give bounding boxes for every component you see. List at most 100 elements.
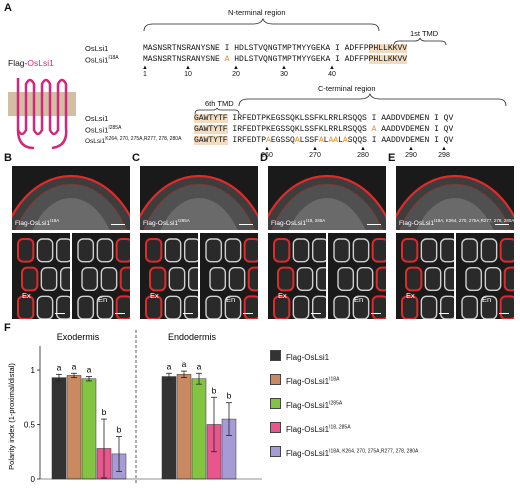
y-tick-label: 0.5 xyxy=(24,421,36,430)
root-cross-section-image: Flag-OsLsi1I18A, K264, 270, 275A,R277, 2… xyxy=(396,166,514,230)
exodermis-image: Ex xyxy=(140,233,198,319)
n-row-2-sequence: MASNSRTNSRANYSNE A HDLSTVQNGTMPTMYYGEKA … xyxy=(143,55,408,64)
c-terminal-brace xyxy=(238,93,507,107)
c-row-3-name: OsLsi1K264, 270, 275A,R277, 278, 280A xyxy=(85,136,182,146)
significance-letter: b xyxy=(102,407,107,417)
group-label: Exodermis xyxy=(57,332,100,342)
n-row-2-name: OsLsi1I18A xyxy=(85,55,119,65)
n-tick-1: ▲ 1 xyxy=(142,65,148,78)
significance-letter: b xyxy=(212,385,217,395)
scale-bar xyxy=(239,223,253,225)
legend-item: Flag-OsLsi1I18A xyxy=(270,374,339,388)
significance-letter: a xyxy=(72,361,77,371)
exodermis-label: Ex xyxy=(22,291,31,300)
legend-item: Flag-OsLsi1I18A, K264, 270, 275A,R277, 2… xyxy=(270,446,418,460)
endodermis-image: En xyxy=(328,233,386,319)
legend-item: Flag-OsLsi1I285A xyxy=(270,398,342,412)
scale-bar xyxy=(243,312,253,314)
legend-label-superscript: I18A, K264, 270, 275A,R277, 278, 280A xyxy=(329,448,419,455)
tmd1-label: 1st TMD xyxy=(410,29,439,38)
y-axis-label: Polarity index (1-proximal/distal) xyxy=(7,363,16,470)
n-tick-10: ▲ 10 xyxy=(184,65,192,78)
scale-bar xyxy=(55,312,65,314)
panel-letter-b: B xyxy=(4,152,12,164)
membrane-topology-diagram xyxy=(8,78,76,150)
c-row-1-name: OsLsi1 xyxy=(85,114,109,123)
scale-bar xyxy=(311,312,321,314)
significance-letter: a xyxy=(57,362,62,372)
bar xyxy=(176,374,192,480)
significance-letter: b xyxy=(117,424,122,434)
endodermis-label: En xyxy=(482,295,492,304)
panel-letter-a: A xyxy=(4,2,12,14)
c-row-1-sequence: GAWTYTF IRFEDTPKEGSSQKLSSFKLRRLRSQQS I A… xyxy=(194,114,454,123)
panel-letter-f: F xyxy=(4,322,11,334)
construct-label: Flag-OsLsi1I18, 285A xyxy=(271,217,326,227)
legend-swatch xyxy=(270,422,281,433)
legend-label: Flag-OsLsi1 xyxy=(286,353,330,362)
bar xyxy=(161,376,177,480)
significance-letter: a xyxy=(182,359,187,369)
legend-label: Flag-OsLsi1 xyxy=(286,425,330,434)
legend-swatch xyxy=(270,350,281,361)
c-tick-298: ▲ 298 xyxy=(438,146,450,159)
construct-label: Flag-OsLsi1 xyxy=(8,58,54,68)
bar xyxy=(51,377,67,480)
exodermis-image: Ex xyxy=(12,233,70,319)
n-row-1-name: OsLsi1 xyxy=(85,44,109,53)
n-row-1-sequence: MASNSRTNSRANYSNE I HDLSTVQNGTMPTMYYGEKA … xyxy=(143,44,408,53)
endodermis-image: En xyxy=(72,233,130,319)
exodermis-label: Ex xyxy=(150,291,159,300)
scale-bar xyxy=(499,312,509,314)
panel-letter-c: C xyxy=(132,152,140,164)
exodermis-label: Ex xyxy=(278,291,287,300)
construct-label: Flag-OsLsi1I18A, K264, 270, 275A,R277, 2… xyxy=(399,217,514,227)
significance-letter: b xyxy=(227,391,232,401)
chart-legend: Flag-OsLsi1 Flag-OsLsi1I18A Flag-OsLsi1I28… xyxy=(270,350,518,480)
bar xyxy=(191,378,207,480)
n-terminal-region-label: N-terminal region xyxy=(228,8,286,17)
polarity-bar-chart: Exodermis Endodermis 0 0.5 1 Polarity index (… xyxy=(7,330,262,484)
panel-letter-d: D xyxy=(260,152,268,164)
root-cross-section-image: Flag-OsLsi1I285A xyxy=(140,166,258,230)
tmd1-brace xyxy=(393,38,447,46)
legend-item: Flag-OsLsi1I18, 285A xyxy=(270,422,351,436)
group-label: Endodermis xyxy=(168,332,217,342)
legend-label-superscript: I18, 285A xyxy=(329,424,351,431)
root-cross-section-image: Flag-OsLsi1I18A xyxy=(12,166,130,230)
c-tick-290: ▲ 290 xyxy=(405,146,417,159)
n-tick-40: ▲ 40 xyxy=(328,65,336,78)
significance-letter: a xyxy=(167,361,172,371)
legend-label-superscript: I18A xyxy=(329,376,340,383)
exodermis-image: Ex xyxy=(396,233,454,319)
endodermis-label: En xyxy=(226,295,236,304)
endodermis-label: En xyxy=(98,295,108,304)
endodermis-label: En xyxy=(354,295,364,304)
c-row-3-sequence: GAWTYTF IRFEDTPAEGSSQALSSFALAALASQQS I A… xyxy=(194,136,454,145)
c-row-2-name: OsLsi1I285A xyxy=(85,125,122,135)
tmd6-brace xyxy=(194,108,240,114)
scale-bar xyxy=(183,312,193,314)
scale-bar xyxy=(371,312,381,314)
significance-letter: a xyxy=(197,361,202,371)
legend-swatch xyxy=(270,398,281,409)
scale-bar xyxy=(367,223,381,225)
legend-label: Flag-OsLsi1 xyxy=(286,401,330,410)
bar xyxy=(66,375,82,480)
legend-swatch xyxy=(270,374,281,385)
c-row-2-sequence: GAWTYTF IRFEDTPKEGSSQKLSSFKLRRLRSQQS A A… xyxy=(194,125,454,134)
exodermis-label: Ex xyxy=(406,291,415,300)
n-tick-30: ▲ 30 xyxy=(280,65,288,78)
scale-bar xyxy=(115,312,125,314)
significance-letter: a xyxy=(87,365,92,375)
legend-label: Flag-OsLsi1 xyxy=(286,449,330,458)
y-tick-label: 0 xyxy=(31,475,36,484)
scale-bar xyxy=(439,312,449,314)
scale-bar xyxy=(111,223,125,225)
tmd6-label: 6th TMD xyxy=(205,99,234,108)
c-tick-270: ▲ 270 xyxy=(309,146,321,159)
exodermis-image: Ex xyxy=(268,233,326,319)
c-tick-280: ▲ 280 xyxy=(357,146,369,159)
c-tick-260: ▲ 260 xyxy=(261,146,273,159)
legend-label: Flag-OsLsi1 xyxy=(286,377,330,386)
